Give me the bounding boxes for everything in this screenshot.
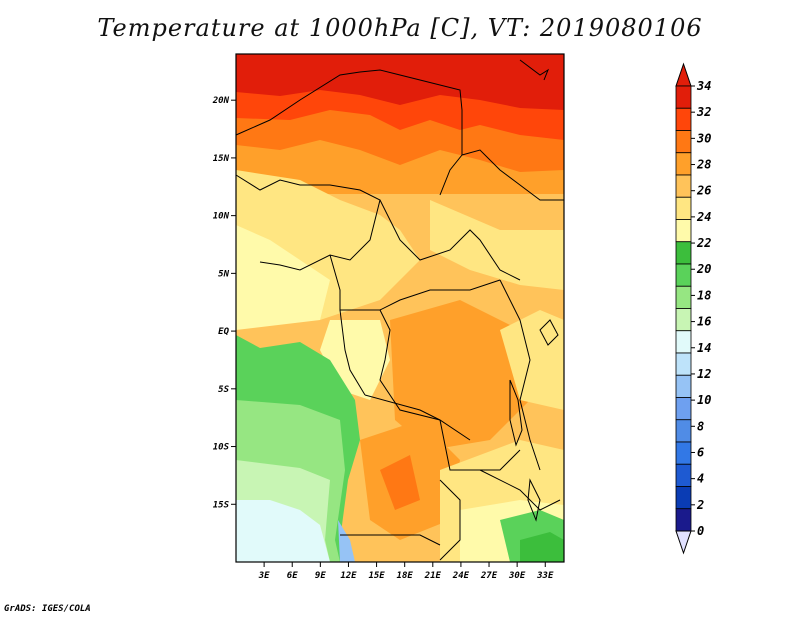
- lon-tick-label: 24E: [452, 571, 470, 581]
- colorbar-label: 30: [696, 131, 711, 145]
- lon-tick-label: 12E: [340, 571, 357, 581]
- colorbar-segment: [675, 486, 692, 510]
- border-chad-car: [379, 199, 521, 281]
- lake-malawi: [527, 478, 541, 522]
- lon-tick-label: 18E: [397, 571, 414, 581]
- colorbar-label: 14: [697, 341, 711, 355]
- longitude-axis: 3E 6E 9E 12E 15E 18E 21E 24E 27E 30E 33E: [258, 562, 554, 581]
- colorbar-under-arrow: [675, 530, 692, 555]
- colorbar-label: 28: [696, 158, 711, 172]
- temp-zone-26-east: [430, 200, 564, 290]
- colorbar-label: 8: [697, 419, 704, 433]
- lon-tick-label: 15E: [368, 571, 385, 581]
- colorbar-label: 10: [697, 393, 711, 407]
- colorbar-label: 12: [697, 367, 711, 381]
- colorbar-segment: [675, 330, 692, 354]
- lon-tick-label: 33E: [536, 571, 554, 581]
- chart-title: Temperature at 1000hPa [C], VT: 20190801…: [97, 14, 703, 42]
- colorbar-segment: [675, 85, 692, 109]
- temp-zone-over: [236, 54, 564, 110]
- lake-tanganyika: [509, 379, 523, 447]
- border-drc-east: [499, 279, 541, 471]
- colorbar-segment: [675, 419, 692, 443]
- colorbar-segment: [675, 441, 692, 465]
- lon-tick-label: 9E: [315, 571, 326, 581]
- colorbar-label: 22: [696, 236, 711, 250]
- lake-victoria: [539, 319, 559, 346]
- lat-tick-label: 10N: [213, 212, 230, 222]
- colorbar-segment: [675, 263, 692, 287]
- lat-tick-label: 15N: [213, 154, 230, 164]
- country-borders: [235, 59, 564, 561]
- colorbar-over-arrow: [675, 62, 692, 87]
- colorbar-label: 16: [697, 315, 711, 329]
- lat-tick-label: 20N: [212, 96, 230, 106]
- colorbar-label: 34: [696, 79, 711, 93]
- colorbar-segment: [675, 174, 692, 198]
- colorbar-label: 18: [697, 288, 711, 302]
- colorbar-segment: [675, 397, 692, 421]
- colorbar-segment: [675, 352, 692, 376]
- lon-tick-label: 21E: [424, 571, 442, 581]
- latitude-axis: 20N 15N 10N 5N EQ 5S 10S 15S: [212, 96, 236, 510]
- footer-credit: GrADS: IGES/COLA: [4, 604, 91, 614]
- temp-zone-20-southeast: [520, 532, 564, 562]
- border-nile-delta: [519, 59, 550, 81]
- colorbar-label: 6: [697, 445, 704, 459]
- border-zambia: [479, 469, 561, 511]
- temp-zone-24-coast: [236, 225, 330, 330]
- lon-tick-label: 30E: [508, 571, 526, 581]
- border-namibia: [340, 534, 441, 546]
- lat-tick-label: EQ: [218, 327, 229, 337]
- temp-zone-32-angola: [380, 455, 420, 510]
- colorbar-segment: [675, 463, 692, 487]
- colorbar-segment: [675, 308, 692, 332]
- lat-tick-label: 5S: [218, 385, 229, 395]
- colorbar-label: 26: [696, 184, 711, 198]
- colorbar-segment: [675, 219, 692, 243]
- colorbar-segment: [675, 241, 692, 265]
- colorbar-segment: [675, 107, 692, 131]
- colorbar-segment: [675, 374, 692, 398]
- colorbar-label: 2: [696, 498, 704, 512]
- border-angola-drc: [364, 394, 521, 471]
- colorbar-label: 4: [697, 472, 704, 486]
- lat-tick-label: 10S: [213, 443, 230, 453]
- colorbar-label: 24: [696, 210, 711, 224]
- map-frame: [235, 53, 565, 563]
- lon-tick-label: 27E: [480, 571, 498, 581]
- colorbar-segment: [675, 196, 692, 220]
- colorbar-segment: [675, 152, 692, 176]
- lon-tick-label: 6E: [287, 571, 298, 581]
- colorbar-label: 32: [696, 105, 711, 119]
- lon-tick-label: 3E: [258, 571, 270, 581]
- colorbar-segment: [675, 285, 692, 309]
- colorbar-label: 0: [697, 524, 704, 538]
- colorbar-label: 20: [696, 262, 711, 276]
- colorbar-segment: [675, 130, 692, 154]
- border-gabon: [339, 309, 366, 396]
- temperature-field: [236, 54, 564, 562]
- border-sudan: [461, 149, 564, 201]
- border-cameroon-car: [329, 254, 501, 311]
- border-angola-namibia: [439, 479, 461, 561]
- ocean-zone-16: [236, 500, 330, 562]
- lat-tick-label: 5N: [218, 269, 229, 279]
- lat-tick-label: 15S: [213, 500, 230, 510]
- colorbar-segment: [675, 508, 692, 532]
- temp-zone-26-highlands: [500, 310, 564, 410]
- ocean-zone-14: [338, 520, 355, 562]
